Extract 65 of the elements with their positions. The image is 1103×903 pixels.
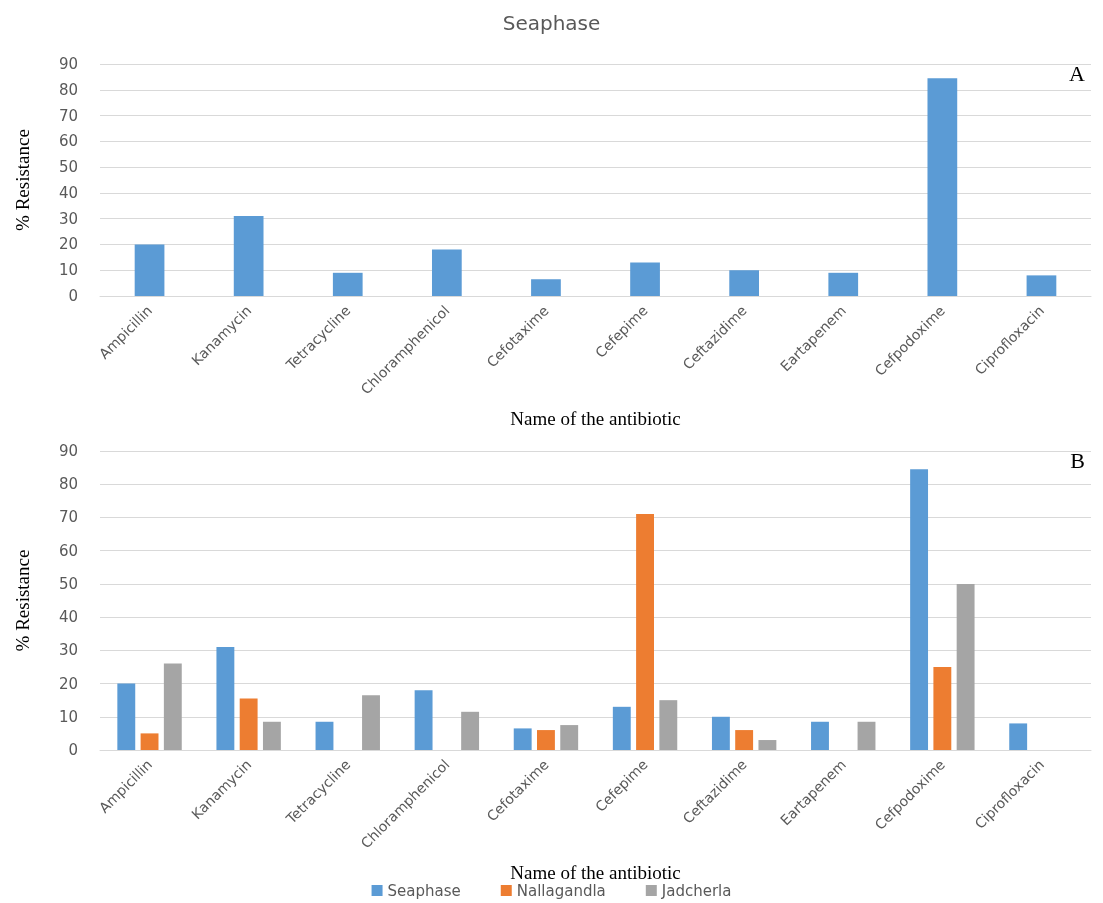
y-axis-title: % Resistance [12,549,33,652]
y-tick-label: 40 [58,608,78,627]
annotation: B [1070,447,1086,473]
bar [513,728,532,750]
x-axis-title: Name of the antibiotic [510,862,681,883]
bar [414,690,433,750]
bar [659,700,678,750]
x-axis-title: Name of the antibiotic [510,408,681,429]
bar [1009,723,1028,750]
legend-label: Seaphase [387,881,461,900]
y-tick-label: 80 [58,80,78,99]
y-tick-label: 0 [68,287,78,305]
bar [531,279,561,296]
y-tick-label: 70 [58,508,78,527]
y-tick-label: 90 [58,55,78,73]
y-tick-label: 10 [58,707,78,726]
bar [828,272,859,296]
legend-label: Nallagandla [516,881,606,900]
bar [134,244,165,296]
y-tick-label: 20 [58,235,78,254]
y-tick-label: 90 [58,442,78,460]
bar [362,695,380,750]
bar [431,249,462,296]
y-tick-label: 50 [58,574,78,593]
bar [735,730,754,750]
bar [216,647,235,750]
bar [117,683,136,750]
bar [461,711,480,750]
bar [239,698,258,750]
y-tick-label: 30 [58,641,78,660]
y-tick-label: 80 [58,475,78,494]
bar [811,721,829,750]
bar [612,706,631,750]
bar [630,262,660,296]
y-tick-label: 20 [58,674,78,693]
bar [956,583,975,750]
bar [857,721,876,750]
y-axis-title: % Resistance [12,129,33,231]
bar [927,78,958,296]
annotation: A [1069,60,1086,86]
bar [332,272,363,296]
y-tick-label: 60 [58,132,78,151]
y-tick-label: 0 [68,741,78,759]
bar [315,721,334,750]
bar [729,270,760,296]
bar [758,740,777,750]
legend-label: Jadcherla [660,881,732,900]
y-tick-label: 50 [58,158,78,177]
y-tick-label: 30 [58,209,78,228]
bar [560,725,579,750]
bar [636,514,654,750]
bar [163,663,182,750]
y-tick-label: 60 [58,541,78,560]
bar [537,730,555,750]
bar [1026,275,1057,296]
y-tick-label: 10 [58,261,78,280]
bar [233,216,264,296]
y-tick-label: 70 [58,106,78,125]
bar [262,721,281,750]
bar [140,733,159,750]
chart-title: Seaphase [502,11,601,35]
y-tick-label: 40 [58,183,78,202]
bar [933,666,952,750]
bar [910,469,929,750]
bar [711,716,730,750]
